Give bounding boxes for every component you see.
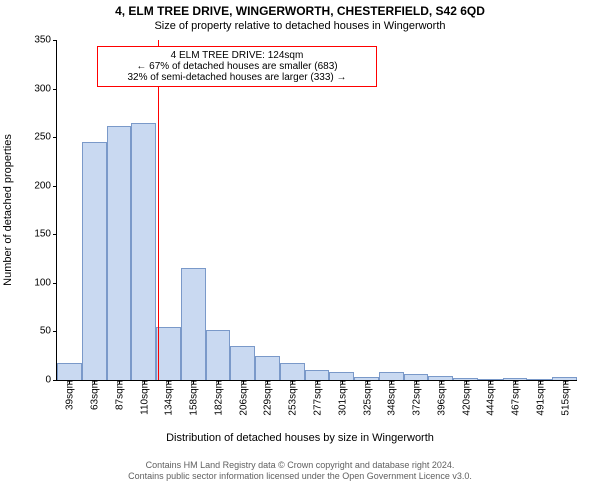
x-tick-mark: [540, 380, 541, 384]
x-tick-label: 110sqm: [137, 380, 150, 415]
histogram-bar: [206, 330, 231, 381]
x-tick-label: 420sqm: [459, 380, 472, 416]
histogram-bar: [57, 363, 82, 380]
x-tick-mark: [342, 380, 343, 384]
y-tick-mark: [53, 137, 57, 138]
x-tick-label: 277sqm: [311, 380, 324, 416]
x-tick-mark: [441, 380, 442, 384]
plot-area: 05010015020025030035039sqm63sqm87sqm110s…: [56, 40, 577, 381]
footer-attribution: Contains HM Land Registry data © Crown c…: [0, 460, 600, 483]
chart-subtitle: Size of property relative to detached ho…: [0, 20, 600, 32]
annotation-line: ← 67% of detached houses are smaller (68…: [101, 61, 373, 72]
x-tick-mark: [144, 380, 145, 384]
histogram-bar: [305, 370, 330, 380]
x-tick-mark: [565, 380, 566, 384]
histogram-bar: [255, 356, 280, 380]
x-tick-label: 87sqm: [112, 380, 125, 410]
x-tick-mark: [416, 380, 417, 384]
x-tick-mark: [367, 380, 368, 384]
histogram-bar: [156, 327, 181, 380]
annotation-line: 32% of semi-detached houses are larger (…: [101, 72, 373, 83]
x-tick-label: 372sqm: [410, 380, 423, 416]
y-tick-mark: [53, 40, 57, 41]
footer-line-1: Contains HM Land Registry data © Crown c…: [0, 460, 600, 471]
annotation-box: 4 ELM TREE DRIVE: 124sqm← 67% of detache…: [97, 46, 377, 87]
x-tick-mark: [119, 380, 120, 384]
histogram-bar: [131, 123, 156, 380]
x-tick-mark: [391, 380, 392, 384]
x-axis-label: Distribution of detached houses by size …: [0, 432, 600, 444]
x-tick-label: 515sqm: [558, 380, 571, 416]
x-tick-label: 39sqm: [63, 380, 76, 410]
x-tick-label: 158sqm: [187, 380, 200, 416]
chart-container: 4, ELM TREE DRIVE, WINGERWORTH, CHESTERF…: [0, 0, 600, 500]
x-tick-mark: [267, 380, 268, 384]
x-tick-label: 491sqm: [533, 380, 546, 416]
x-tick-label: 444sqm: [484, 380, 497, 416]
x-tick-mark: [193, 380, 194, 384]
x-tick-mark: [317, 380, 318, 384]
footer-line-2: Contains public sector information licen…: [0, 471, 600, 482]
histogram-bar: [379, 372, 404, 380]
x-tick-mark: [466, 380, 467, 384]
histogram-bar: [329, 372, 354, 380]
x-tick-label: 206sqm: [236, 380, 249, 416]
histogram-bar: [280, 363, 305, 380]
chart-title: 4, ELM TREE DRIVE, WINGERWORTH, CHESTERF…: [0, 4, 600, 18]
y-tick-mark: [53, 283, 57, 284]
y-axis-label: Number of detached properties: [2, 134, 14, 286]
x-tick-label: 396sqm: [434, 380, 447, 416]
x-tick-label: 253sqm: [286, 380, 299, 416]
x-tick-label: 63sqm: [88, 380, 101, 410]
y-tick-mark: [53, 234, 57, 235]
histogram-bar: [82, 142, 107, 380]
histogram-bar: [230, 346, 255, 380]
y-tick-mark: [53, 89, 57, 90]
y-tick-mark: [53, 186, 57, 187]
x-tick-label: 301sqm: [335, 380, 348, 416]
x-tick-mark: [243, 380, 244, 384]
x-tick-mark: [168, 380, 169, 384]
x-tick-label: 182sqm: [211, 380, 224, 416]
annotation-line: 4 ELM TREE DRIVE: 124sqm: [101, 50, 373, 61]
x-tick-label: 229sqm: [261, 380, 274, 416]
x-tick-mark: [218, 380, 219, 384]
histogram-bar: [181, 268, 206, 380]
x-tick-mark: [69, 380, 70, 384]
y-tick-mark: [53, 331, 57, 332]
y-tick-mark: [53, 380, 57, 381]
x-tick-label: 348sqm: [385, 380, 398, 416]
x-tick-label: 325sqm: [360, 380, 373, 416]
property-marker-line: [158, 40, 159, 380]
x-tick-label: 134sqm: [162, 380, 175, 416]
x-tick-mark: [490, 380, 491, 384]
histogram-bar: [107, 126, 132, 381]
x-tick-mark: [94, 380, 95, 384]
x-tick-mark: [292, 380, 293, 384]
x-tick-label: 467sqm: [509, 380, 522, 416]
x-tick-mark: [515, 380, 516, 384]
